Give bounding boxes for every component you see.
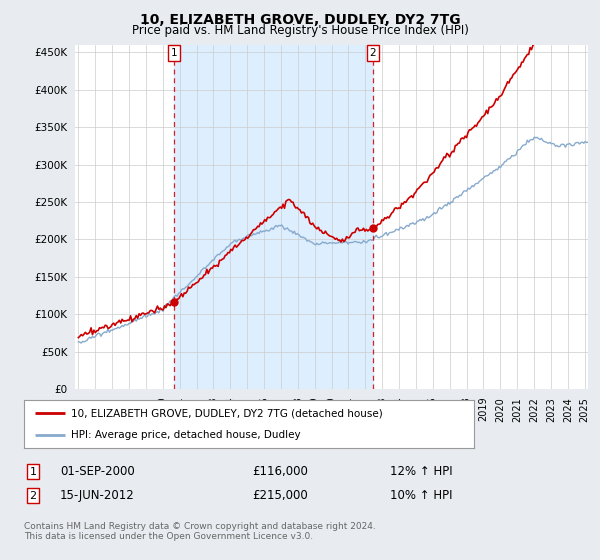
Text: 10% ↑ HPI: 10% ↑ HPI [390, 489, 452, 502]
Text: 2: 2 [370, 48, 376, 58]
Text: 1: 1 [29, 466, 37, 477]
Text: 10, ELIZABETH GROVE, DUDLEY, DY2 7TG (detached house): 10, ELIZABETH GROVE, DUDLEY, DY2 7TG (de… [71, 408, 383, 418]
Text: Contains HM Land Registry data © Crown copyright and database right 2024.
This d: Contains HM Land Registry data © Crown c… [24, 522, 376, 542]
Text: 1: 1 [171, 48, 178, 58]
Text: 01-SEP-2000: 01-SEP-2000 [60, 465, 135, 478]
Text: 12% ↑ HPI: 12% ↑ HPI [390, 465, 452, 478]
Bar [174, 45, 373, 389]
Text: 10, ELIZABETH GROVE, DUDLEY, DY2 7TG: 10, ELIZABETH GROVE, DUDLEY, DY2 7TG [140, 13, 460, 27]
Text: 2: 2 [29, 491, 37, 501]
Text: Price paid vs. HM Land Registry's House Price Index (HPI): Price paid vs. HM Land Registry's House … [131, 24, 469, 37]
Text: £215,000: £215,000 [252, 489, 308, 502]
Text: £116,000: £116,000 [252, 465, 308, 478]
Text: HPI: Average price, detached house, Dudley: HPI: Average price, detached house, Dudl… [71, 430, 301, 440]
Text: 15-JUN-2012: 15-JUN-2012 [60, 489, 135, 502]
